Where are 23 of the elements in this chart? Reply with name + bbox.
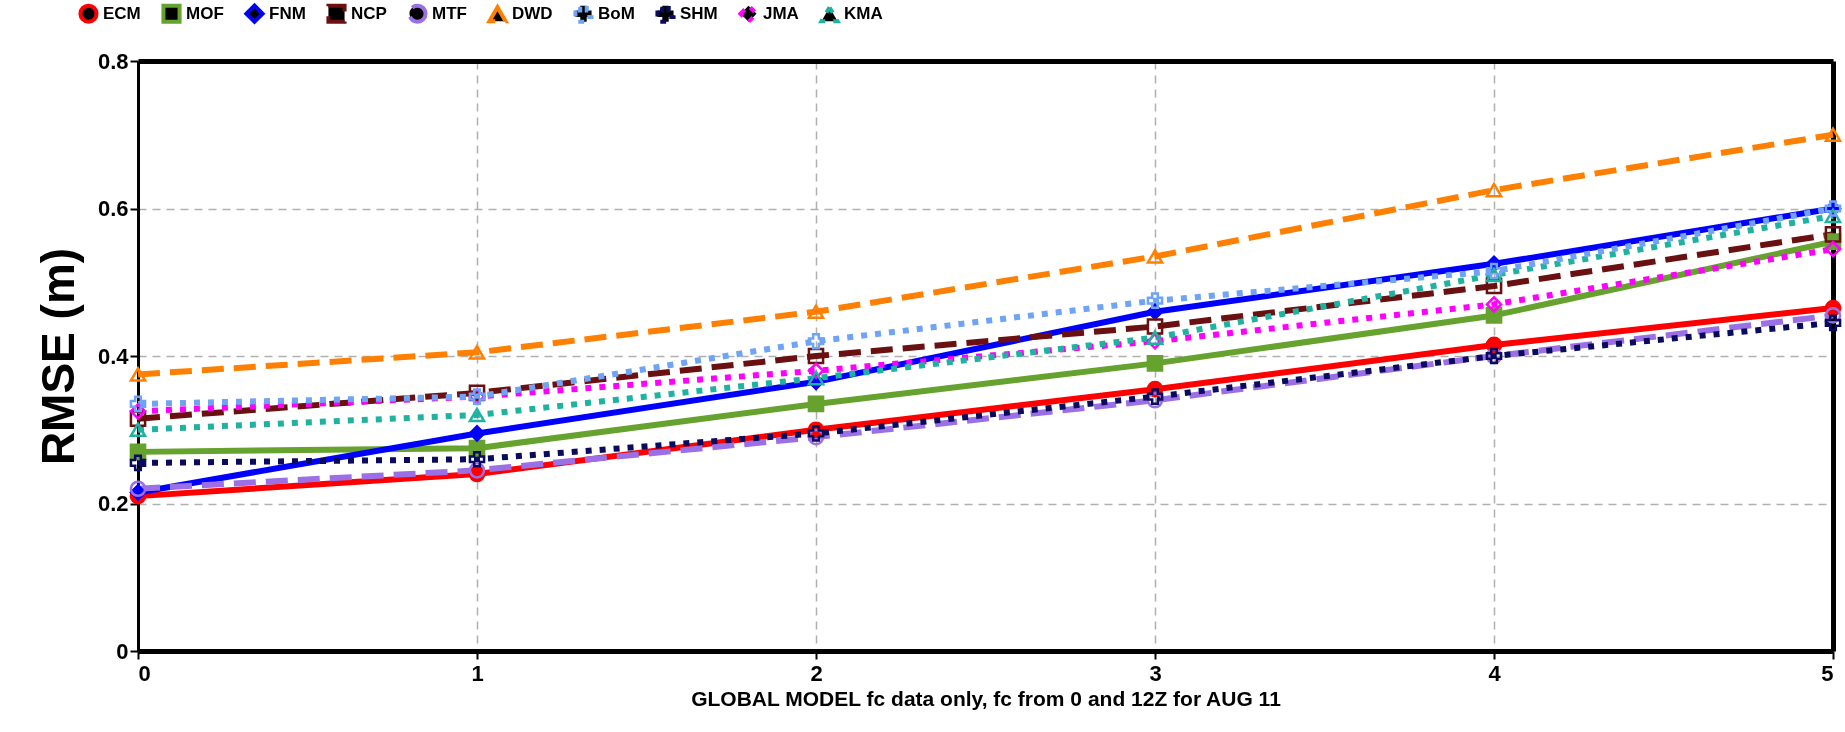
y-tick-label: 0.2 — [97, 491, 129, 516]
legend-label: MOF — [186, 3, 224, 23]
y-tick-label: 0.6 — [97, 196, 129, 221]
x-tick-label: 5 — [1821, 660, 1834, 686]
x-tick-label: 1 — [471, 660, 484, 686]
y-tick-label: 0 — [116, 638, 129, 664]
x-axis-title: GLOBAL MODEL fc data only, fc from 0 and 12Z for AUG 11 — [691, 686, 1282, 710]
legend-label: ECM — [103, 3, 141, 23]
x-tick-label: 2 — [810, 660, 823, 686]
legend-label: SHM — [680, 3, 718, 23]
legend-label: MTF — [432, 3, 467, 23]
legend-label: NCP — [351, 3, 387, 23]
x-tick-label: 3 — [1149, 660, 1162, 686]
legend-label: FNM — [269, 3, 306, 23]
y-tick-label: 0.4 — [97, 343, 130, 369]
legend-label: JMA — [763, 3, 799, 23]
x-tick-label: 4 — [1488, 660, 1502, 686]
legend-label: BoM — [598, 3, 635, 23]
y-axis-title: RMSE (m) — [31, 247, 84, 466]
legend-label: KMA — [844, 4, 883, 24]
x-tick-label: 0 — [138, 660, 151, 686]
y-tick-label: 0.8 — [97, 48, 129, 74]
legend-label: DWD — [512, 4, 553, 24]
